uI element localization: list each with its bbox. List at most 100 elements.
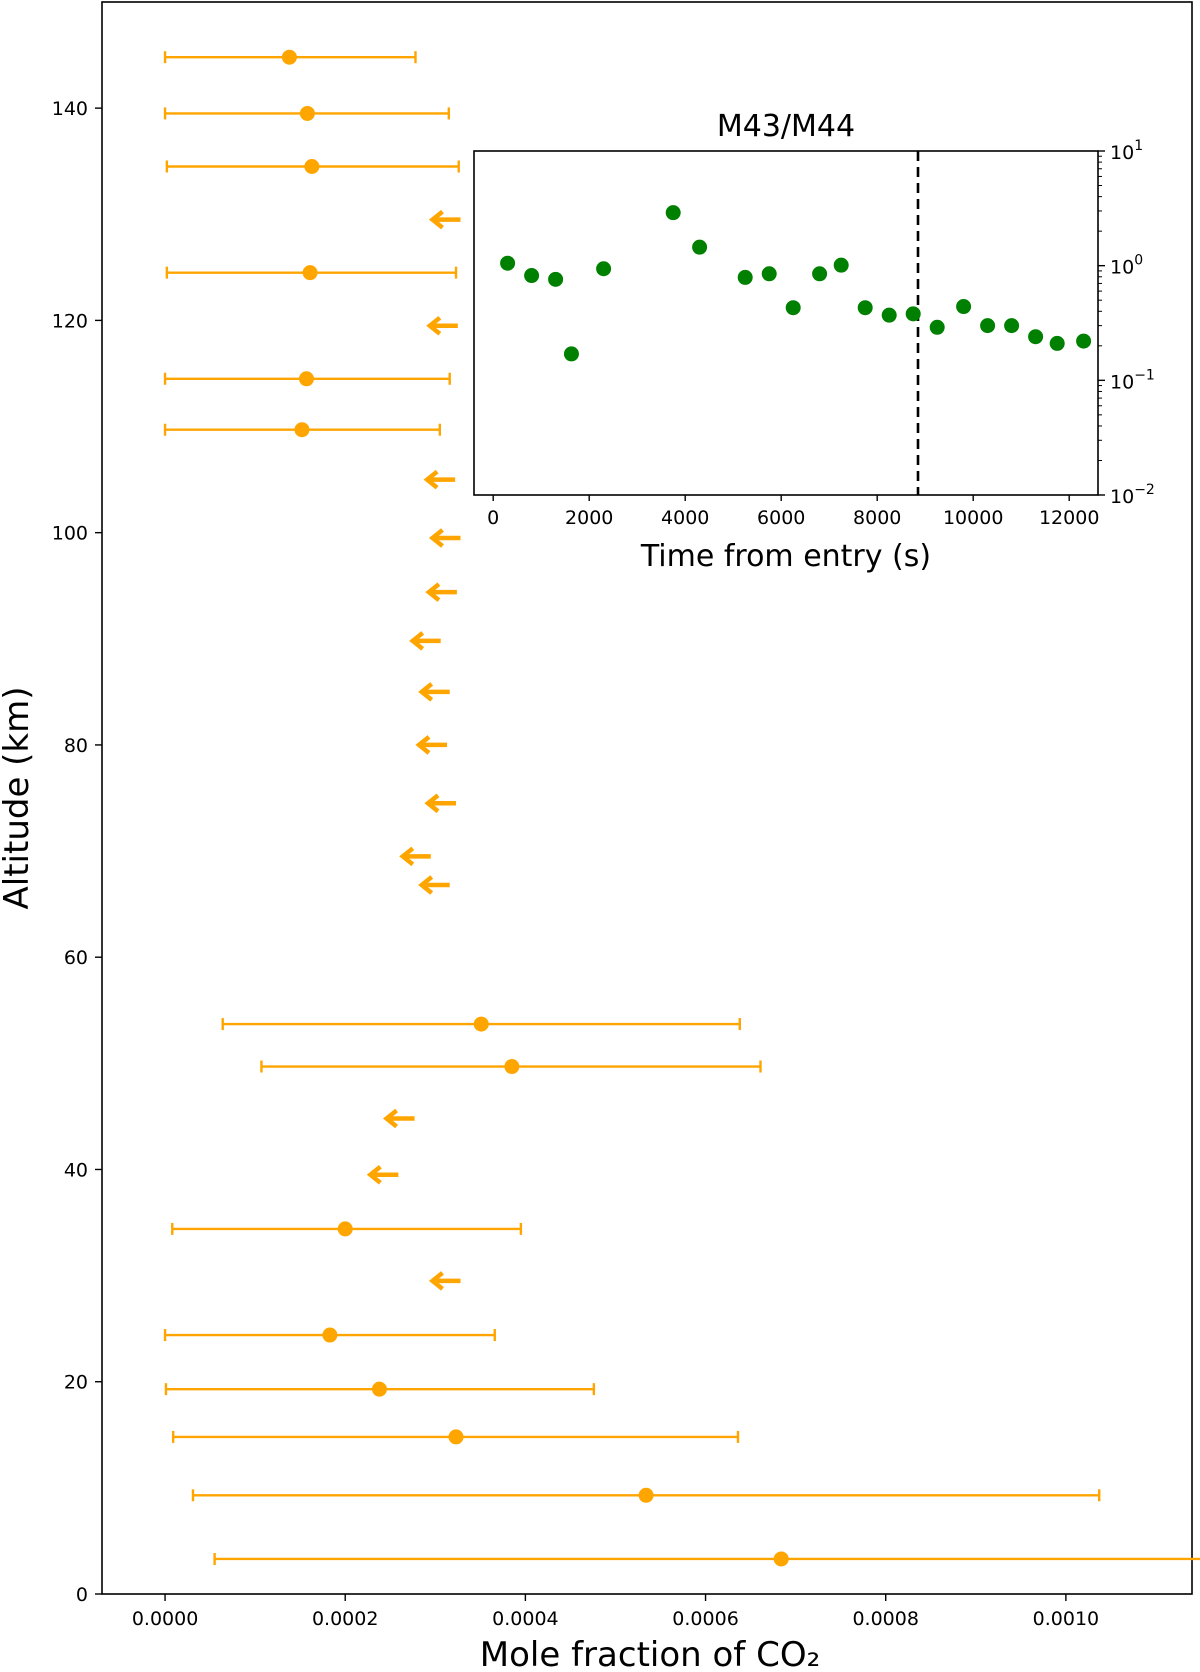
y-tick-label: 40 — [64, 1159, 88, 1181]
inset-y-tick-label: 100 — [1110, 253, 1143, 279]
y-tick-label: 0 — [76, 1584, 88, 1606]
data-marker — [371, 1381, 387, 1397]
main-plot-area: 0.0000 0.0002 0.0004 0.0006 0.0008 0.0010 0 20 4… — [52, 1, 1200, 1630]
data-marker — [299, 105, 315, 121]
data-marker — [473, 1016, 489, 1032]
upper-limit-arrow — [424, 793, 457, 814]
upper-limit-head — [426, 315, 442, 336]
inset-data-point — [1076, 333, 1092, 349]
inset-data-point — [524, 268, 540, 284]
data-marker — [638, 1487, 654, 1503]
upper-limit-arrow — [428, 528, 461, 548]
inset-data-point — [665, 205, 681, 221]
upper-limit-arrow — [366, 1165, 399, 1185]
x-tick-label: 0.0002 — [312, 1608, 378, 1630]
measurement-point — [171, 1221, 523, 1237]
inset-frame — [473, 150, 1099, 496]
inset-data-point — [812, 266, 828, 282]
inset-data-point — [929, 319, 945, 335]
measurement-point — [163, 422, 442, 438]
y-tick-label: 80 — [64, 735, 88, 757]
measurement-point — [221, 1016, 741, 1032]
inset-data-point — [785, 300, 801, 316]
inset-x-tick-label: 2000 — [565, 507, 613, 529]
y-tick-label: 140 — [52, 98, 88, 120]
upper-limit-arrow — [426, 315, 458, 336]
x-tick-label: 0.0006 — [672, 1608, 738, 1630]
upper-limit-head — [425, 582, 441, 602]
data-marker — [337, 1221, 353, 1237]
x-tick-label: 0.0000 — [132, 1608, 198, 1630]
upper-limit-arrow — [409, 631, 441, 651]
measurement-point — [163, 105, 451, 121]
inset-x-tick-label: 6000 — [757, 507, 805, 529]
measurement-point — [165, 159, 460, 175]
y-tick-label: 100 — [52, 523, 88, 545]
upper-limit-arrow — [382, 1108, 415, 1129]
inset-data-point — [596, 261, 612, 277]
data-marker — [294, 422, 310, 438]
measurement-point — [163, 49, 417, 65]
upper-limit-head — [428, 209, 444, 230]
upper-limit-arrow — [428, 1271, 461, 1291]
inset-x-tick-label: 12000 — [1039, 507, 1099, 529]
measurement-point — [171, 1429, 740, 1445]
upper-limit-head — [382, 1108, 398, 1129]
measurement-point — [213, 1551, 1200, 1567]
inset-data-point — [881, 307, 897, 323]
inset-y-tick-label: 10−2 — [1110, 482, 1155, 508]
y-tick-label: 60 — [64, 947, 88, 969]
upper-limit-head — [418, 875, 434, 895]
y-axis-title: Altitude (km) — [0, 686, 37, 909]
data-marker — [322, 1327, 338, 1343]
measurement-point — [163, 371, 451, 387]
upper-limit-head — [418, 682, 434, 702]
upper-limit-head — [366, 1165, 382, 1185]
x-axis-title: Mole fraction of CO₂ — [480, 1635, 820, 1672]
inset-plot: 0 2000 4000 6000 8000 10000 12000 10−2 10−1 100 10… — [473, 138, 1155, 529]
inset-data-point — [1028, 329, 1044, 345]
upper-limit-head — [428, 1271, 444, 1291]
data-marker — [504, 1059, 520, 1075]
inset-data-point — [563, 346, 579, 362]
upper-limit-arrow — [423, 469, 456, 490]
upper-limit-head — [409, 631, 425, 651]
y-tick-label: 120 — [52, 310, 88, 332]
main-plot-frame — [101, 1, 1193, 1595]
inset-data-point — [761, 266, 777, 282]
inset-x-tick-label: 10000 — [943, 507, 1003, 529]
x-tick-label: 0.0004 — [492, 1608, 558, 1630]
upper-limit-head — [428, 528, 444, 548]
measurement-point — [164, 1381, 596, 1397]
inset-data-point — [857, 300, 873, 316]
upper-limit-head — [415, 735, 431, 755]
measurement-point — [163, 1327, 496, 1343]
upper-limit-arrow — [428, 209, 461, 230]
data-marker — [448, 1429, 464, 1445]
upper-limit-arrow — [415, 735, 448, 755]
inset-x-tick-label: 8000 — [853, 507, 901, 529]
inset-data-point — [1049, 335, 1065, 351]
inset-y-tick-label: 101 — [1110, 138, 1143, 164]
upper-limit-arrow — [399, 846, 431, 867]
inset-data-point — [1004, 318, 1020, 334]
upper-limit-head — [399, 846, 415, 867]
upper-limit-head — [424, 793, 440, 814]
inset-x-axis-title: Time from entry (s) — [640, 539, 931, 574]
upper-limit-arrow — [425, 582, 457, 602]
measurement-point — [191, 1487, 1101, 1503]
data-marker — [298, 371, 314, 387]
inset-data-point — [980, 318, 996, 334]
data-marker — [281, 49, 297, 65]
upper-limit-arrow — [418, 682, 450, 702]
inset-x-tick-label: 0 — [487, 507, 499, 529]
data-marker — [302, 265, 318, 281]
measurement-point — [260, 1059, 762, 1075]
x-tick-label: 0.0010 — [1033, 1608, 1099, 1630]
inset-data-point — [692, 239, 708, 255]
inset-data-point — [737, 269, 753, 285]
data-marker — [304, 159, 320, 175]
upper-limit-arrow — [418, 875, 450, 895]
inset-y-tick-label: 10−1 — [1110, 367, 1155, 393]
